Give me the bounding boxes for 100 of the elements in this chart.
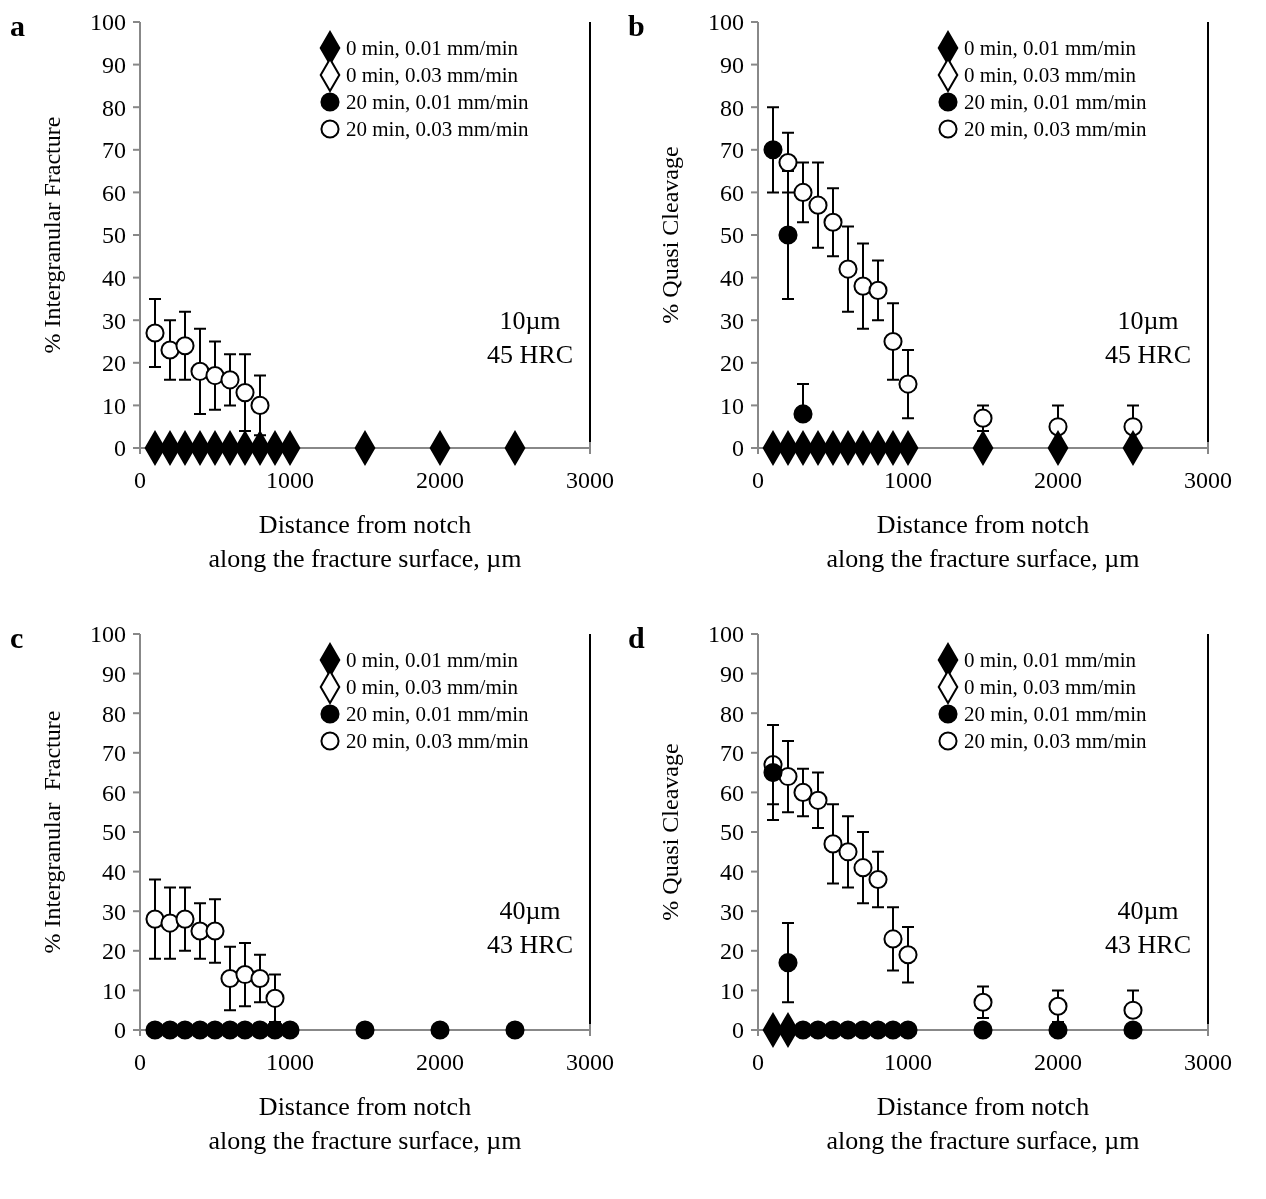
point [1048, 417, 1068, 437]
y-tick-label: 80 [720, 700, 744, 727]
chart-title: d [628, 621, 645, 654]
point [1123, 1000, 1143, 1020]
legend-label: 20 min, 0.03 mm/min [346, 117, 530, 142]
legend-label: 20 min, 0.01 mm/min [346, 90, 530, 115]
x-tick-label: 2000 [416, 1049, 464, 1075]
y-tick-label: 10 [720, 977, 744, 1004]
y-tick-label: 70 [720, 137, 744, 164]
x-tick-label: 3000 [566, 1049, 614, 1075]
chart-title: b [628, 9, 645, 42]
point [838, 259, 858, 279]
annotation: 43 HRC [487, 930, 573, 960]
y-tick-label: 10 [102, 392, 126, 419]
point [973, 992, 993, 1012]
point [250, 968, 270, 989]
point [898, 1020, 918, 1040]
annotation: 40µm [499, 896, 561, 926]
annotation: 10µm [499, 305, 561, 335]
point [145, 909, 165, 929]
x-tick-label: 0 [752, 1049, 764, 1075]
y-tick-label: 70 [102, 137, 126, 164]
y-tick-label: 100 [708, 9, 744, 36]
point [778, 767, 798, 787]
x-tick-label: 1000 [884, 467, 932, 493]
legend-label: 20 min, 0.01 mm/min [346, 702, 530, 727]
y-tick-label: 30 [720, 307, 744, 334]
point [235, 965, 255, 985]
point [1048, 996, 1068, 1016]
point [145, 323, 165, 343]
y-tick-label: 60 [102, 779, 126, 806]
y-tick-label: 50 [102, 819, 126, 846]
chart-title: a [10, 9, 25, 42]
y-tick-label: 10 [720, 392, 744, 419]
legend-label: 20 min, 0.03 mm/min [964, 729, 1148, 754]
legend-label: 0 min, 0.01 mm/min [964, 648, 1137, 673]
point [205, 366, 225, 386]
legend-label: 20 min, 0.03 mm/min [964, 117, 1148, 142]
legend-label: 0 min, 0.01 mm/min [346, 648, 519, 673]
annotation: 10µm [1117, 305, 1179, 335]
y-tick-label: 80 [720, 94, 744, 121]
y-tick-label: 30 [720, 898, 744, 925]
y-tick-label: 40 [102, 265, 126, 291]
point [808, 790, 828, 810]
y-tick-label: 0 [732, 1017, 744, 1044]
point [853, 858, 873, 878]
x-axis-title: Distance from notch along the fracture surface, µm [208, 510, 522, 573]
y-tick-label: 0 [114, 435, 126, 462]
y-tick-label: 0 [732, 435, 744, 462]
y-tick-label: 100 [90, 621, 126, 648]
y-tick-label: 20 [720, 938, 744, 965]
point [808, 195, 828, 215]
chart-title: c [10, 621, 24, 654]
point [175, 909, 195, 929]
x-tick-label: 2000 [1034, 1049, 1082, 1075]
y-tick-label: 50 [102, 222, 126, 249]
y-tick-label: 20 [102, 350, 126, 377]
legend-label: 0 min, 0.03 mm/min [346, 675, 519, 700]
legend-label: 0 min, 0.01 mm/min [964, 36, 1137, 61]
point [778, 225, 798, 245]
x-tick-label: 0 [134, 467, 146, 493]
y-tick-label: 20 [102, 938, 126, 965]
point [220, 968, 240, 989]
annotation: 45 HRC [487, 339, 573, 369]
x-axis-title: Distance from notch along the fracture surface, µm [826, 1092, 1140, 1155]
legend-label: 20 min, 0.01 mm/min [964, 702, 1148, 727]
point [868, 280, 888, 300]
point [175, 336, 195, 356]
y-tick-label: 40 [720, 859, 744, 885]
annotation: 40µm [1117, 896, 1179, 926]
x-tick-label: 2000 [416, 467, 464, 493]
y-tick-label: 90 [720, 661, 744, 687]
y-tick-label: 60 [720, 779, 744, 806]
y-tick-label: 100 [708, 621, 744, 648]
x-axis-title: Distance from notch along the fracture surface, µm [208, 1092, 522, 1155]
legend-label: 0 min, 0.03 mm/min [964, 675, 1137, 700]
x-tick-label: 1000 [266, 467, 314, 493]
point [205, 921, 225, 941]
point [763, 763, 783, 783]
x-tick-label: 1000 [266, 1049, 314, 1075]
point [778, 953, 798, 973]
y-axis-title: % Quasi Cleavage [657, 146, 683, 324]
point [793, 182, 813, 202]
y-tick-label: 0 [114, 1017, 126, 1044]
y-tick-label: 80 [102, 700, 126, 727]
x-tick-label: 1000 [884, 1049, 932, 1075]
y-tick-label: 40 [102, 859, 126, 885]
point [763, 140, 783, 160]
x-tick-label: 3000 [1184, 467, 1232, 493]
y-tick-label: 60 [720, 179, 744, 206]
point [883, 331, 903, 352]
y-tick-label: 100 [90, 9, 126, 36]
legend-label: 20 min, 0.03 mm/min [346, 729, 530, 754]
y-axis-title: % Intergranular Fracture [39, 710, 65, 954]
y-tick-label: 70 [720, 740, 744, 767]
point [823, 834, 843, 854]
point [190, 361, 210, 381]
legend-label: 0 min, 0.01 mm/min [346, 36, 519, 61]
y-tick-label: 80 [102, 94, 126, 121]
point [1123, 1020, 1143, 1040]
